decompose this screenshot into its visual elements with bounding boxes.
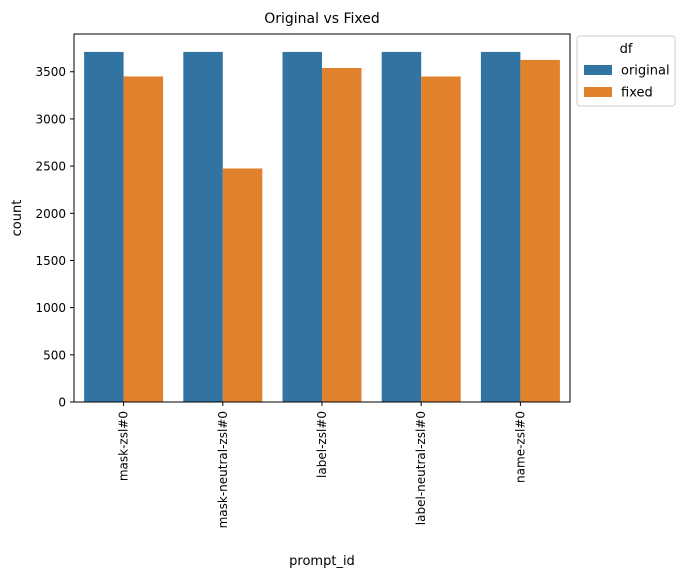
bar-original-0 [84, 51, 124, 403]
legend-title: df [620, 42, 633, 57]
y-tick-label-5: 2500 [35, 160, 66, 174]
legend-swatch-original [584, 65, 612, 75]
x-tick-label-3: label-neutral-zsl#0 [414, 411, 428, 525]
bar-original-4 [480, 51, 521, 403]
y-tick-label-2: 1000 [35, 301, 66, 315]
y-tick-label-7: 3500 [35, 65, 66, 79]
bar-original-3 [381, 51, 422, 403]
bar-fixed-4 [520, 59, 560, 402]
x-axis-label: prompt_id [289, 554, 355, 569]
x-tick-label-0: mask-zsl#0 [117, 411, 131, 481]
y-axis-label: count [10, 200, 25, 237]
legend: df original fixed [576, 35, 676, 107]
legend-swatch-fixed [584, 87, 612, 97]
legend-label-original: original [621, 64, 670, 79]
legend-label-fixed: fixed [621, 86, 653, 101]
y-tick-label-1: 500 [43, 348, 66, 362]
x-axis: mask-zsl#0 mask-neutral-zsl#0 label-zsl#0 l… [117, 402, 527, 528]
bars-group [84, 51, 560, 403]
bar-fixed-3 [421, 76, 461, 402]
x-tick-label-1: mask-neutral-zsl#0 [216, 411, 230, 528]
y-axis: 0 500 1000 1500 2000 2500 3000 3500 [35, 65, 74, 410]
x-tick-label-2: label-zsl#0 [315, 411, 329, 478]
x-tick-label-4: name-zsl#0 [513, 411, 527, 483]
bar-fixed-2 [322, 67, 362, 402]
chart-title: Original vs Fixed [264, 11, 380, 27]
y-tick-label-0: 0 [58, 396, 66, 410]
y-tick-label-4: 2000 [35, 207, 66, 221]
bar-fixed-0 [123, 76, 164, 402]
bar-original-1 [183, 51, 223, 403]
y-tick-label-6: 3000 [35, 112, 66, 126]
y-tick-label-3: 1500 [35, 254, 66, 268]
bar-fixed-1 [222, 168, 263, 402]
bar-original-2 [282, 51, 322, 403]
